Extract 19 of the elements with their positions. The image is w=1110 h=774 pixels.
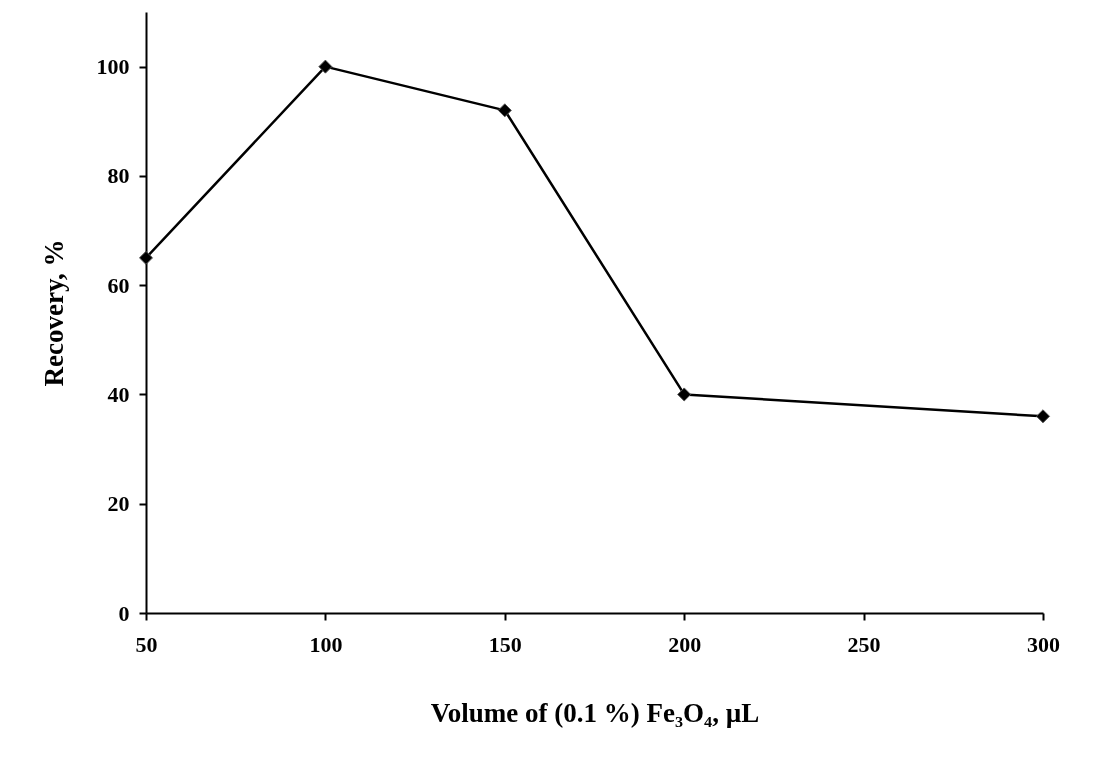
point [318, 59, 333, 74]
x-axis-title: Volume of (0.1 %) Fe₃O₄, µL [430, 697, 760, 728]
point [1035, 409, 1051, 424]
y-tick-label: 0 [118, 600, 130, 626]
point [138, 250, 154, 265]
y-tick-label: 20 [107, 491, 130, 517]
y-tick-label: 80 [107, 163, 130, 189]
y-tick-label: 100 [96, 54, 130, 80]
x-tick-label: 50 [135, 631, 158, 657]
y-axis-title: Recovery, % [38, 239, 69, 387]
y-tick-label: 60 [107, 272, 130, 298]
x-tick-label: 200 [668, 631, 702, 657]
x-tick-label: 150 [488, 631, 522, 657]
x-tick-label: 250 [847, 631, 881, 657]
x-tick-label: 300 [1027, 631, 1060, 657]
y-tick-label: 40 [107, 381, 130, 407]
point [677, 387, 692, 402]
x-tick-label: 100 [309, 631, 343, 657]
point [497, 103, 512, 118]
